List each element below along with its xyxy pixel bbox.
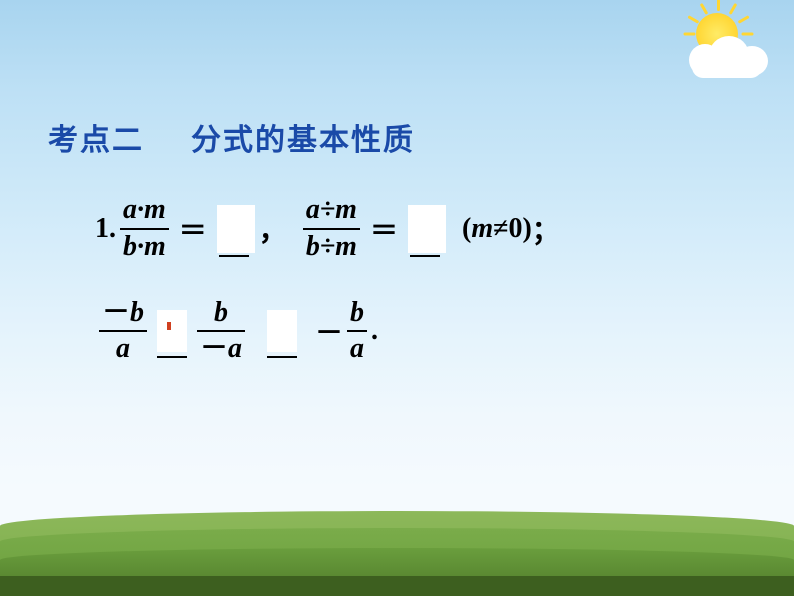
- comma: ，: [259, 209, 287, 249]
- equations-block: 1. a·m b·m ＝ ， a÷m b÷m ＝ ( m ≠ 0 ) ；: [95, 195, 560, 365]
- section-title: 考点二 分式的基本性质: [48, 115, 415, 159]
- answer-blank-1: [217, 205, 255, 253]
- red-mark-icon: [167, 322, 171, 330]
- equation-line-1: 1. a·m b·m ＝ ， a÷m b÷m ＝ ( m ≠ 0 ) ；: [95, 195, 560, 263]
- title-prefix: 考点二: [48, 124, 144, 157]
- var-m: m: [471, 213, 493, 245]
- ground-decoration: [0, 501, 794, 596]
- answer-blank-4: [267, 310, 297, 352]
- minus-sign: －: [315, 311, 343, 351]
- answer-blank-2: [408, 205, 446, 253]
- equation-line-2: －b a b －a － b a .: [95, 298, 560, 366]
- semicolon: ；: [532, 209, 560, 249]
- fraction-b-a: b a: [347, 298, 367, 366]
- sun-ray: [729, 3, 738, 15]
- cloud-icon: [684, 36, 769, 78]
- sun-ray: [687, 15, 699, 24]
- sun-ray: [717, 0, 720, 11]
- item-number: 1.: [95, 213, 116, 245]
- slide: 考点二 分式的基本性质 1. a·m b·m ＝ ， a÷m b÷m ＝ (: [0, 0, 794, 596]
- paren-left: (: [462, 213, 471, 245]
- sun-ray: [738, 15, 750, 24]
- equals-sign: ＝: [370, 209, 398, 249]
- sun-ray: [700, 3, 709, 15]
- zero: 0: [508, 213, 522, 245]
- not-equal: ≠: [493, 213, 508, 245]
- fraction-negb-a: －b a: [99, 298, 147, 366]
- paren-right: ): [522, 213, 531, 245]
- answer-blank-3: [157, 310, 187, 352]
- period: .: [371, 315, 378, 347]
- title-text: 分式的基本性质: [191, 124, 415, 157]
- fraction-am-bm: a·m b·m: [120, 195, 169, 263]
- fraction-b-nega: b －a: [197, 298, 245, 366]
- equals-sign: ＝: [179, 209, 207, 249]
- fraction-adiv-bdiv: a÷m b÷m: [303, 195, 360, 263]
- field-bottom: [0, 576, 794, 596]
- sun-cloud-decoration: [676, 8, 776, 88]
